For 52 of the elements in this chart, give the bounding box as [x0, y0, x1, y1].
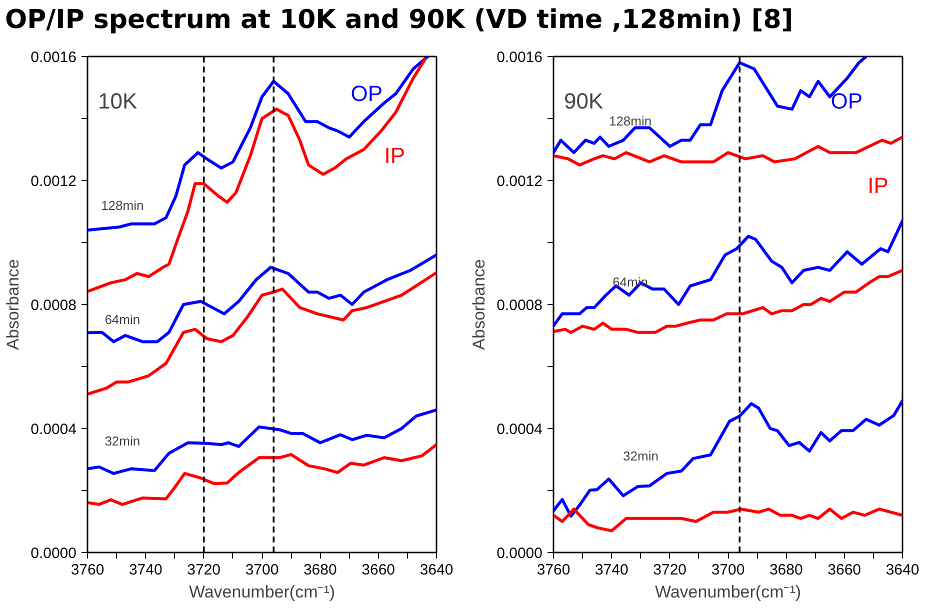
line-series	[554, 136, 902, 166]
series-label: IP	[384, 143, 406, 168]
x-axis-title: Wavenumber(cm⁻¹)	[654, 582, 802, 602]
annotation: 10K	[98, 88, 138, 114]
line-series	[554, 399, 902, 518]
series-label: OP	[350, 81, 383, 106]
x-tick-label: 3680	[303, 562, 337, 578]
x-tick-label: 3640	[886, 562, 920, 578]
line-series	[88, 271, 436, 396]
y-tick-label: 0.0012	[30, 173, 77, 190]
series-label: OP	[830, 88, 863, 114]
chart-title: OP/IP spectrum at 10K and 90K (VD time ,128min) [8]	[5, 5, 794, 35]
y-tick-label: 0.0000	[30, 545, 77, 562]
annotation: 128min	[101, 198, 144, 213]
y-tick-label: 0.0012	[496, 173, 543, 190]
series-label: IP	[868, 172, 888, 198]
annotation: 128min	[608, 113, 652, 128]
line-series	[88, 58, 426, 293]
x-tick-label: 3760	[70, 562, 104, 578]
y-tick-label: 0.0008	[496, 297, 543, 314]
annotation: 32min	[104, 433, 140, 448]
annotation: 64min	[612, 274, 648, 290]
y-tick-label: 0.0000	[496, 545, 543, 562]
line-series	[554, 56, 868, 154]
x-axis-title: Wavenumber(cm⁻¹)	[188, 582, 336, 602]
x-tick-label: 3740	[594, 562, 628, 578]
x-tick-label: 3660	[362, 562, 396, 578]
annotation: 64min	[104, 312, 140, 327]
x-tick-label: 3760	[536, 562, 570, 578]
y-axis-title: Absorbance	[4, 259, 23, 350]
x-tick-label: 3700	[245, 562, 279, 578]
y-tick-label: 0.0004	[30, 421, 77, 438]
x-tick-label: 3660	[828, 562, 862, 578]
x-tick-label: 3720	[653, 562, 687, 578]
y-tick-label: 0.0004	[496, 421, 543, 438]
line-series	[554, 268, 902, 334]
x-tick-label: 3740	[128, 562, 162, 578]
x-tick-label: 3640	[420, 562, 454, 578]
line-series	[554, 508, 902, 532]
annotation: 90K	[564, 88, 604, 114]
line-series	[554, 219, 902, 328]
line-series	[88, 56, 430, 232]
x-tick-label: 3680	[769, 562, 803, 578]
y-tick-label: 0.0016	[496, 49, 543, 66]
line-series	[88, 253, 436, 344]
y-tick-label: 0.0008	[30, 297, 77, 314]
y-axis-title: Absorbance	[470, 259, 489, 350]
annotation: 32min	[623, 448, 658, 464]
x-tick-label: 3720	[187, 562, 221, 578]
y-tick-label: 0.0016	[30, 49, 77, 66]
x-tick-label: 3700	[711, 562, 745, 578]
line-series	[88, 408, 436, 475]
